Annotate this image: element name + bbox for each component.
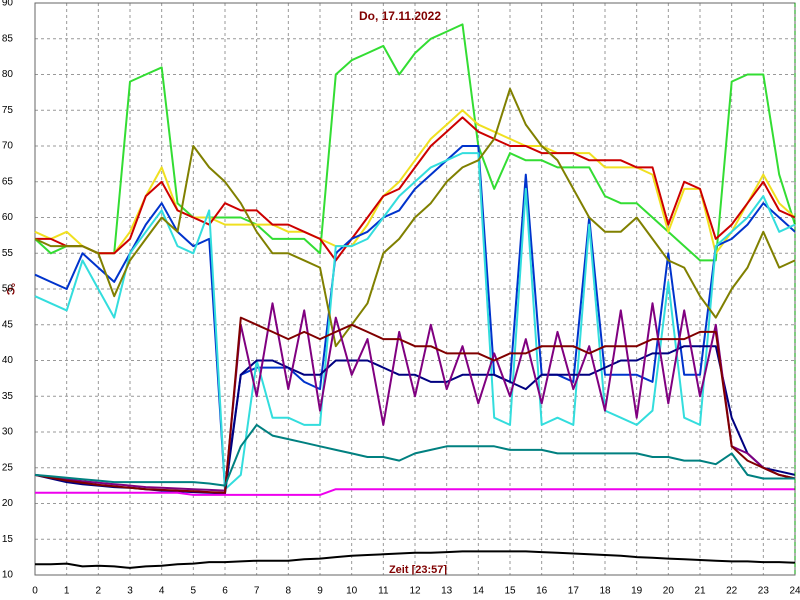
series-line xyxy=(34,316,796,494)
y-tick-label: 65 xyxy=(2,176,14,187)
series-line xyxy=(34,152,796,491)
series-line xyxy=(35,116,796,262)
y-tick-label: 75 xyxy=(2,105,14,116)
x-tick-label: 6 xyxy=(222,586,228,597)
plot-frame xyxy=(34,2,796,576)
x-tick-label: 8 xyxy=(286,586,292,597)
x-tick-label: 24 xyxy=(789,586,800,597)
y-tick-label: 90 xyxy=(2,0,14,9)
x-axis-label: Zeit [23:57] xyxy=(389,564,447,576)
x-tick-label: 11 xyxy=(378,586,389,597)
y-tick-label: 80 xyxy=(2,69,14,80)
x-tick-label: 0 xyxy=(32,586,38,597)
x-tick-label: 12 xyxy=(409,586,421,597)
y-tick-label: 55 xyxy=(2,248,14,259)
x-tick-label: 1 xyxy=(64,586,70,597)
chart-title: Do, 17.11.2022 xyxy=(359,9,441,23)
series-line xyxy=(35,550,796,569)
series-line xyxy=(34,109,796,255)
y-tick-label: 85 xyxy=(2,33,14,44)
x-tick-label: 13 xyxy=(441,586,453,597)
series-line xyxy=(35,488,795,496)
y-tick-label: 10 xyxy=(2,570,14,581)
x-tick-label: 7 xyxy=(254,586,260,597)
x-tick-label: 10 xyxy=(346,586,358,597)
y-tick-label: 35 xyxy=(2,391,14,402)
x-tick-label: 22 xyxy=(726,586,738,597)
x-tick-label: 3 xyxy=(127,586,133,597)
y-axis-label: °C xyxy=(4,283,16,295)
x-tick-label: 2 xyxy=(96,586,102,597)
y-tick-label: 50 xyxy=(2,284,14,295)
y-tick-label: 45 xyxy=(2,319,14,330)
y-tick-label: 20 xyxy=(2,498,14,509)
y-tick-label: 70 xyxy=(2,141,14,152)
series-line xyxy=(34,423,795,487)
x-tick-label: 15 xyxy=(504,586,516,597)
x-tick-label: 18 xyxy=(599,586,611,597)
x-tick-label: 14 xyxy=(473,586,485,597)
y-tick-label: 40 xyxy=(2,355,14,366)
y-tick-label: 30 xyxy=(2,427,14,438)
x-tick-label: 20 xyxy=(663,586,675,597)
x-tick-label: 4 xyxy=(159,586,165,597)
y-tick-label: 60 xyxy=(2,212,14,223)
series-line xyxy=(34,145,796,491)
x-tick-label: 19 xyxy=(631,586,643,597)
y-tick-label: 25 xyxy=(2,462,14,473)
x-tick-label: 21 xyxy=(694,586,706,597)
x-tick-label: 9 xyxy=(317,586,323,597)
x-tick-label: 16 xyxy=(536,586,548,597)
x-tick-label: 5 xyxy=(191,586,197,597)
series-line xyxy=(34,302,796,492)
x-tick-label: 23 xyxy=(758,586,770,597)
series-line xyxy=(34,87,796,348)
x-tick-label: 17 xyxy=(568,586,580,597)
y-tick-label: 15 xyxy=(2,534,14,545)
